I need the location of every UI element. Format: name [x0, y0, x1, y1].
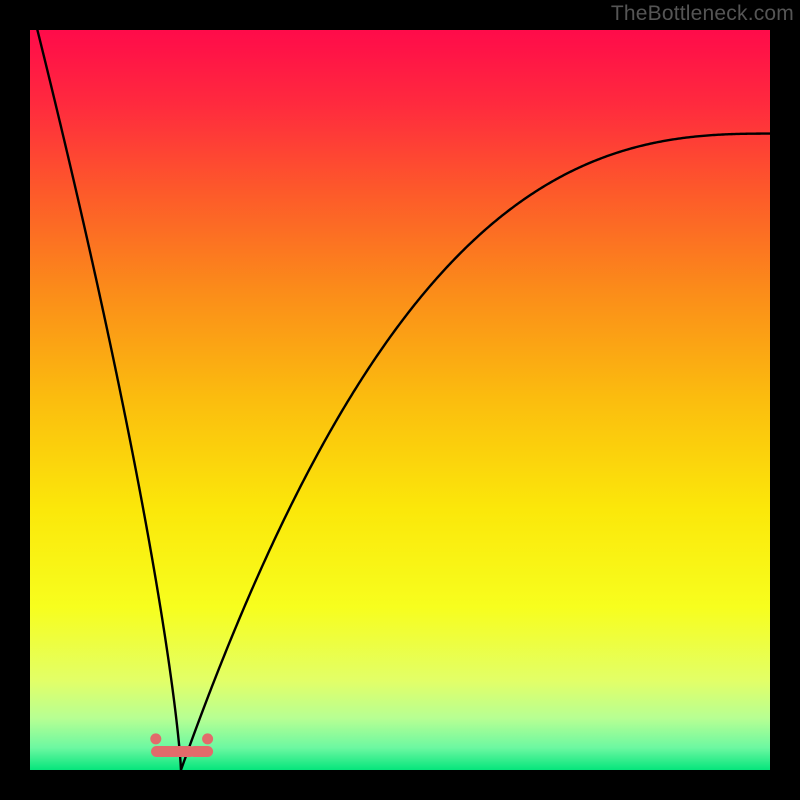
plot-area: [30, 30, 770, 770]
figure-container: TheBottleneck.com: [0, 0, 800, 800]
floor-marker-endpoint: [202, 733, 213, 744]
watermark-text: TheBottleneck.com: [611, 2, 794, 26]
bottleneck-chart: [30, 30, 770, 770]
floor-marker-endpoint: [150, 733, 161, 744]
